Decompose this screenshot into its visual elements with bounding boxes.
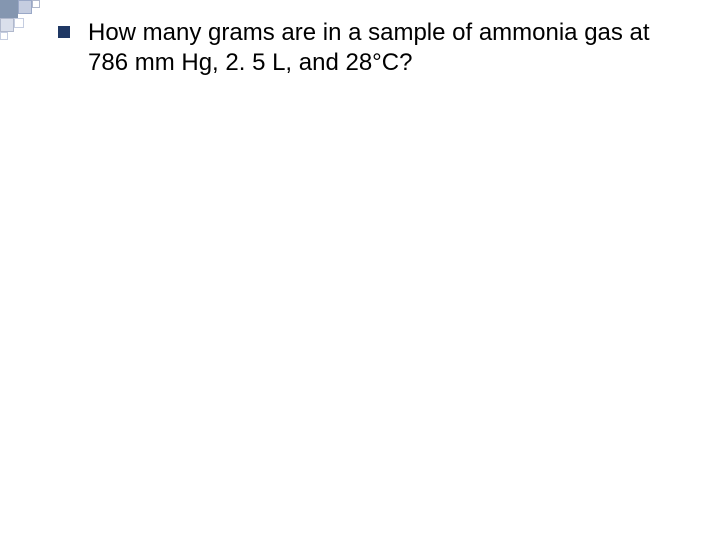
deco-square xyxy=(18,0,32,14)
bullet-item: How many grams are in a sample of ammoni… xyxy=(58,18,696,78)
deco-square xyxy=(0,32,8,40)
slide-content: How many grams are in a sample of ammoni… xyxy=(58,18,696,78)
deco-square xyxy=(32,0,40,8)
square-bullet-icon xyxy=(58,26,70,38)
corner-decoration xyxy=(0,0,60,60)
deco-square xyxy=(14,18,24,28)
question-text: How many grams are in a sample of ammoni… xyxy=(88,18,696,78)
deco-square xyxy=(0,18,14,32)
deco-square xyxy=(0,0,18,18)
